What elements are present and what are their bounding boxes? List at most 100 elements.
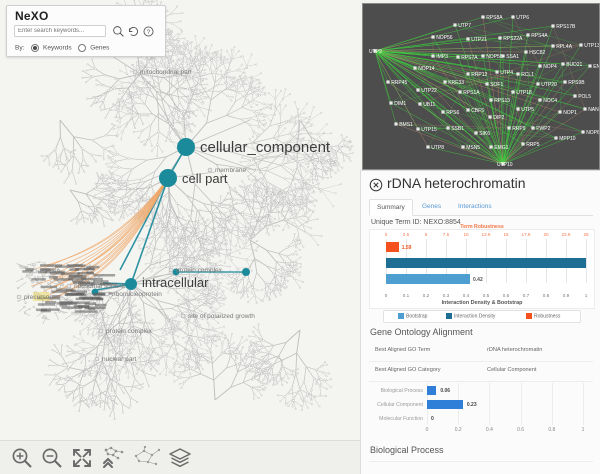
- gene-node[interactable]: [481, 54, 485, 58]
- gene-node[interactable]: [498, 36, 502, 40]
- gene-node[interactable]: [531, 126, 535, 130]
- gene-node[interactable]: [441, 110, 445, 114]
- network-icon[interactable]: [132, 446, 166, 470]
- gene-node[interactable]: [373, 49, 377, 53]
- gene-node[interactable]: [474, 131, 478, 135]
- help-icon[interactable]: ?: [142, 25, 155, 38]
- gene-interaction-network[interactable]: UTP9 RPS8A UTP6 UTP7 RPS17B NOP56 UTP21 RPS22A R…: [362, 3, 600, 170]
- reset-icon[interactable]: [127, 25, 140, 38]
- gene-node[interactable]: [481, 15, 485, 19]
- gene-node[interactable]: [461, 145, 465, 149]
- tab-interactions[interactable]: Interactions: [458, 203, 492, 210]
- legend-swatch: [398, 313, 404, 319]
- collapse-icon[interactable]: [100, 446, 130, 470]
- tree-node-0[interactable]: [177, 138, 195, 156]
- gene-node[interactable]: [516, 107, 520, 111]
- search-input[interactable]: [14, 25, 106, 37]
- search-icon[interactable]: [112, 25, 125, 38]
- gene-node[interactable]: [453, 23, 457, 27]
- gene-node[interactable]: [581, 130, 585, 134]
- panel-tabs[interactable]: Summary Genes Interactions: [369, 199, 593, 216]
- gene-node[interactable]: [563, 80, 567, 84]
- gene-node[interactable]: [431, 35, 435, 39]
- gene-node[interactable]: [501, 162, 505, 166]
- gene-node[interactable]: [466, 72, 470, 76]
- gene-node[interactable]: [431, 54, 435, 58]
- gene-node[interactable]: [538, 64, 542, 68]
- tree-node-2[interactable]: [125, 278, 137, 290]
- gene-node[interactable]: [386, 80, 390, 84]
- ontology-tree-canvas[interactable]: mitochondrial part membrane protein comple…: [0, 0, 360, 440]
- legend-item[interactable]: Robustness: [526, 313, 560, 319]
- gene-node[interactable]: [446, 126, 450, 130]
- layers-icon[interactable]: [168, 446, 192, 470]
- search-row[interactable]: ?: [14, 25, 160, 39]
- gene-node[interactable]: [526, 33, 530, 37]
- gene-node[interactable]: [501, 54, 505, 58]
- view-toolbar[interactable]: [0, 440, 360, 474]
- gene-node[interactable]: [489, 98, 493, 102]
- gene-node[interactable]: [554, 136, 558, 140]
- gene-node[interactable]: [413, 66, 417, 70]
- gene-node[interactable]: [394, 122, 398, 126]
- gene-node-label: NOC4: [543, 98, 557, 104]
- gene-node[interactable]: [561, 62, 565, 66]
- gene-node[interactable]: [495, 70, 499, 74]
- close-circle-icon[interactable]: [369, 178, 383, 192]
- gene-node[interactable]: [583, 107, 587, 111]
- gene-node[interactable]: [588, 64, 592, 68]
- legend-label: Robustness: [534, 313, 561, 320]
- gene-node[interactable]: [488, 115, 492, 119]
- go-category-chart: 0 0.2 0.4 0.6 0.8 1 Biological Process 0.06 Cell…: [369, 383, 593, 438]
- gene-node[interactable]: [456, 55, 460, 59]
- tab-genes[interactable]: Genes: [422, 203, 442, 210]
- legend-item[interactable]: Bootstrap: [398, 313, 427, 319]
- ontology-tree-svg[interactable]: [0, 0, 360, 440]
- gene-node[interactable]: [524, 50, 528, 54]
- gene-node[interactable]: [389, 101, 393, 105]
- term-info-panel[interactable]: rDNA heterochromatin Summary Genes Inter…: [360, 170, 600, 474]
- gene-node[interactable]: [466, 108, 470, 112]
- gene-node-label: UTP6: [516, 15, 529, 21]
- zoom-out-icon[interactable]: [40, 446, 64, 470]
- tree-node-1[interactable]: [159, 169, 177, 187]
- gene-node[interactable]: [466, 37, 470, 41]
- gene-node[interactable]: [511, 15, 515, 19]
- gene-node[interactable]: [573, 94, 577, 98]
- go-term-value: rDNA heterochromatin: [487, 347, 543, 353]
- gene-node[interactable]: [551, 44, 555, 48]
- gene-node[interactable]: [416, 88, 420, 92]
- gene-node[interactable]: [538, 98, 542, 102]
- gene-node[interactable]: [558, 110, 562, 114]
- gene-node[interactable]: [536, 82, 540, 86]
- gene-node[interactable]: [511, 90, 515, 94]
- fit-screen-icon[interactable]: [70, 446, 94, 470]
- gene-node[interactable]: [489, 145, 493, 149]
- go-axis-tick: 0.2: [454, 427, 462, 433]
- gridline: [583, 383, 584, 425]
- gene-node[interactable]: [521, 142, 525, 146]
- top-axis-tick: 7.5: [442, 232, 450, 237]
- zoom-in-icon[interactable]: [10, 446, 34, 470]
- search-by-row[interactable]: By: Keywords Genes: [15, 44, 109, 52]
- tab-summary[interactable]: Summary: [369, 199, 413, 216]
- gene-node[interactable]: [551, 24, 555, 28]
- radio-keywords[interactable]: [31, 44, 40, 52]
- gene-node[interactable]: [516, 72, 520, 76]
- gene-node[interactable]: [426, 145, 430, 149]
- gene-node-label: RPS4A: [531, 33, 548, 39]
- legend-item[interactable]: Interaction Density: [446, 313, 495, 319]
- gene-node[interactable]: [418, 102, 422, 106]
- gene-network-svg[interactable]: UTP9 RPS8A UTP6 UTP7 RPS17B NOP56 UTP21 RPS22A R…: [363, 4, 599, 169]
- gene-node[interactable]: [485, 82, 489, 86]
- gene-node[interactable]: [416, 127, 420, 131]
- gene-node-label: NOP4: [543, 64, 557, 70]
- gene-node[interactable]: [507, 126, 511, 130]
- gene-node[interactable]: [458, 90, 462, 94]
- gene-node-label: RRP9: [512, 126, 526, 132]
- radio-genes[interactable]: [78, 44, 87, 52]
- gene-node[interactable]: [443, 80, 447, 84]
- search-panel[interactable]: NeXO ? By: Keywords Genes: [6, 5, 166, 57]
- gene-node[interactable]: [579, 43, 583, 47]
- go-bar: [427, 400, 463, 409]
